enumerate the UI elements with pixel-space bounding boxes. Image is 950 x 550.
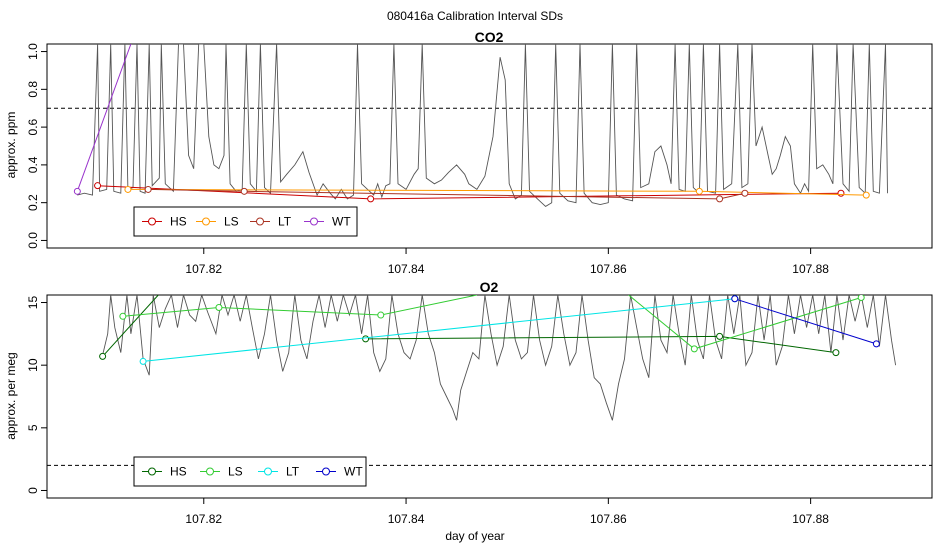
o2-series-hs-point [99,352,107,360]
o2-y-tick-label: 5 [26,424,40,431]
co2-raw-trace [77,44,888,207]
o2-series-hs-line [365,335,836,354]
o2-legend-label-ls: LS [228,465,243,479]
o2-series-ls-line [122,295,478,317]
o2-panel-title: O2 [480,279,499,295]
o2-series-wt-point [872,340,880,348]
o2-x-tick-label: 107.88 [792,512,829,526]
o2-legend-marker-wt [322,467,330,476]
o2-y-tick-label: 0 [26,487,40,494]
o2-series-wt-point [731,295,739,303]
o2-series-hs-point [832,349,840,357]
o2-legend-label-lt: LT [286,465,300,479]
co2-legend-label-lt: LT [278,215,292,229]
o2-series-ls-point [377,311,385,319]
co2-legend-label-wt: WT [332,215,351,229]
co2-series-hs-point [837,189,845,197]
co2-series-ls-point [862,191,870,199]
o2-panel: O2 approx. per meg 0 5 10 15 107.82 107.84 107… [4,279,933,526]
o2-series-ls-point [119,312,127,320]
main-title: 080416a Calibration Interval SDs [387,9,563,23]
co2-legend-marker-hs [148,217,156,226]
co2-x-tick-label: 107.84 [388,262,425,276]
co2-series-lt-point [716,195,724,203]
co2-series-hs-point [94,182,102,190]
co2-y-axis-title: approx. ppm [4,112,18,179]
co2-plot-area [73,44,888,207]
co2-x-tick-label: 107.88 [792,262,829,276]
x-axis-title: day of year [445,529,504,543]
o2-x-tick-label: 107.82 [185,512,222,526]
o2-plot-area [99,295,897,421]
o2-series-hs-point [716,332,724,340]
co2-plot-frame [46,43,933,249]
o2-series-ls-point [215,304,223,312]
co2-legend-marker-wt [310,217,318,226]
co2-legend-label-ls: LS [224,215,239,229]
co2-y-tick-label: 0.6 [26,118,40,135]
o2-y-tick-label: 15 [26,296,40,310]
co2-legend: HS LS LT WT [133,206,358,237]
o2-legend-marker-lt [264,467,272,476]
o2-legend-marker-hs [148,467,156,476]
co2-y-tick-label: 0.4 [26,156,40,173]
co2-x-tick-label: 107.82 [185,262,222,276]
o2-plot-frame [46,294,933,499]
o2-legend-marker-ls [206,467,214,476]
co2-series-hs-point [367,195,375,203]
o2-legend: HS LS LT WT [133,456,367,487]
co2-legend-marker-lt [256,217,264,226]
o2-x-tick-label: 107.84 [388,512,425,526]
co2-series-lt-point [741,189,749,197]
co2-x-tick-label: 107.86 [590,262,627,276]
o2-series-ls-line [628,295,862,350]
co2-panel: CO2 approx. ppm 0.0 0.2 0.4 0.6 0.8 1.0 107.82… [4,29,933,276]
co2-series-lt-line [148,188,746,200]
co2-legend-marker-ls [202,217,210,226]
o2-series-ls-point [857,295,865,302]
o2-series-lt-line [143,298,735,362]
co2-y-tick-label: 0.2 [26,194,40,211]
co2-series-lt-point [240,187,248,195]
o2-series-wt-line [734,298,877,345]
co2-y-tick-label: 0.0 [26,232,40,249]
co2-series-wt-line [76,44,132,192]
co2-y-tick-label: 0.8 [26,81,40,98]
co2-legend-label-hs: HS [170,215,187,229]
o2-y-axis-title: approx. per meg [4,352,18,439]
co2-series-wt-point [73,187,81,195]
o2-series-lt-point [139,357,147,365]
o2-legend-label-wt: WT [344,465,363,479]
co2-y-tick-label: 1.0 [26,43,40,60]
o2-series-hs-point [362,335,370,343]
o2-legend-label-hs: HS [170,465,187,479]
o2-y-tick-label: 10 [26,358,40,372]
co2-series-ls-point [695,187,703,195]
co2-panel-title: CO2 [475,29,504,45]
co2-series-lt-point [144,185,152,193]
o2-series-hs-line [102,295,159,357]
co2-series-ls-point [124,185,132,193]
o2-series-ls-point [690,345,698,353]
o2-x-tick-label: 107.86 [590,512,627,526]
o2-raw-trace [102,295,897,421]
